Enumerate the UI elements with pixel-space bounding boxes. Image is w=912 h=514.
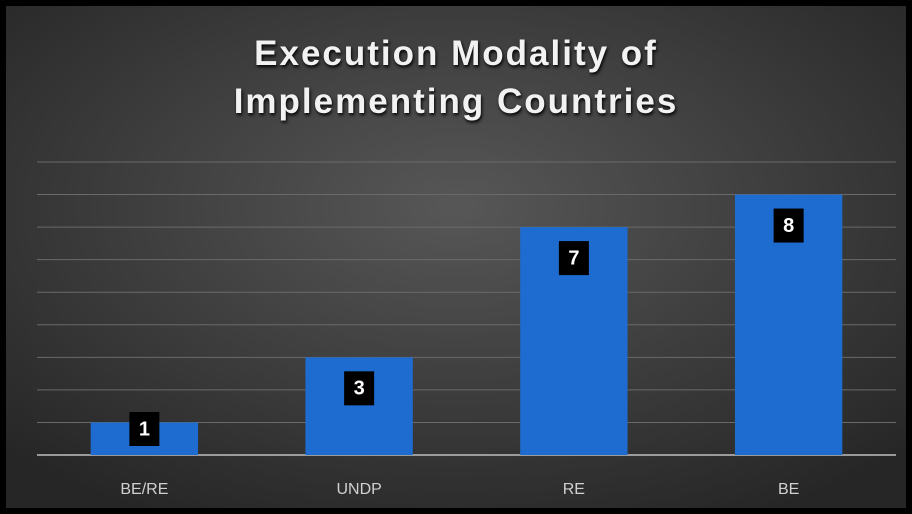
- x-tick-label: UNDP: [336, 481, 381, 498]
- data-label-box: [773, 208, 804, 243]
- x-tick-label: BE/RE: [120, 481, 168, 498]
- data-label-box: [344, 371, 375, 406]
- data-label-box: [558, 241, 589, 276]
- data-label: 3: [354, 378, 365, 400]
- data-label: 8: [783, 215, 794, 237]
- data-label: 7: [568, 247, 579, 269]
- data-label-box: [129, 412, 160, 446]
- data-label: 1: [139, 418, 150, 440]
- x-tick-label: RE: [563, 481, 585, 498]
- chart-title: Execution Modality of Implementing Count…: [233, 34, 679, 121]
- x-tick-label: BE: [778, 481, 799, 498]
